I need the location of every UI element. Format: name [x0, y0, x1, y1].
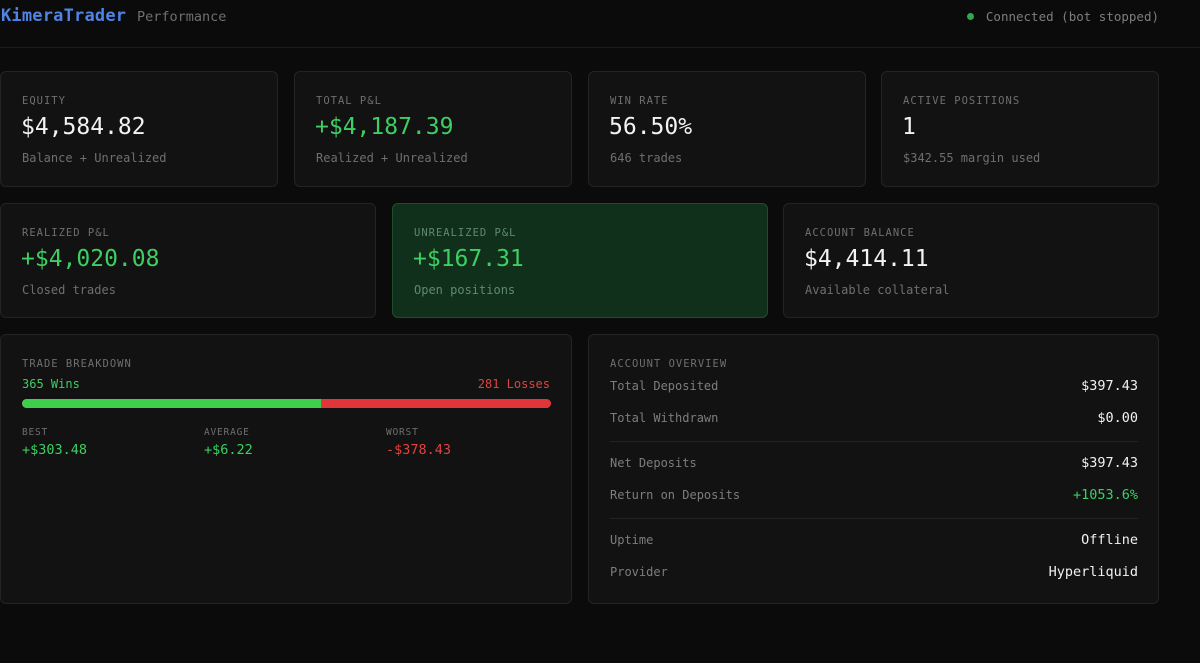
brand-logo[interactable]: KimeraTrader — [1, 6, 127, 26]
overview-divider — [610, 441, 1138, 442]
total-withdrawn-value: $0.00 — [1097, 410, 1138, 426]
provider-label: Provider — [610, 565, 668, 579]
realized-pnl-sub: Closed trades — [22, 283, 116, 297]
net-deposits-label: Net Deposits — [610, 456, 697, 470]
best-trade-value: +$303.48 — [22, 442, 88, 458]
active-positions-label: ACTIVE POSITIONS — [903, 95, 1021, 107]
overview-row-provider: Provider Hyperliquid — [610, 564, 1138, 580]
realized-pnl-label: REALIZED P&L — [22, 227, 110, 239]
connection-status: Connected (bot stopped) — [966, 9, 1159, 24]
connection-status-text: Connected (bot stopped) — [985, 9, 1159, 24]
trade-breakdown-panel: TRADE BREAKDOWN 365 Wins 281 Losses BEST… — [0, 334, 572, 604]
provider-value: Hyperliquid — [1048, 564, 1138, 580]
overview-row-total-withdrawn: Total Withdrawn $0.00 — [610, 410, 1138, 426]
win-rate-value: 56.50% — [609, 114, 693, 140]
average-trade: AVERAGE +$6.22 — [204, 427, 253, 458]
total-pnl-label: TOTAL P&L — [316, 95, 382, 107]
overview-row-uptime: Uptime Offline — [610, 532, 1138, 548]
status-dot-icon — [966, 13, 974, 20]
active-positions-sub: $342.55 margin used — [903, 151, 1041, 165]
trade-breakdown-title: TRADE BREAKDOWN — [22, 358, 132, 370]
realized-pnl-card: REALIZED P&L +$4,020.08 Closed trades — [0, 203, 376, 318]
net-deposits-value: $397.43 — [1081, 455, 1138, 471]
equity-sub: Balance + Unrealized — [22, 151, 167, 165]
account-overview-title: ACCOUNT OVERVIEW — [610, 358, 728, 370]
win-rate-sub: 646 trades — [610, 151, 683, 165]
wins-count: 365 Wins — [22, 377, 80, 391]
best-trade-label: BEST — [22, 427, 49, 438]
win-rate-label: WIN RATE — [610, 95, 669, 107]
total-deposited-label: Total Deposited — [610, 379, 719, 393]
uptime-label: Uptime — [610, 533, 654, 547]
account-balance-value: $4,414.11 — [804, 246, 929, 272]
unrealized-pnl-sub: Open positions — [414, 283, 516, 297]
total-pnl-sub: Realized + Unrealized — [316, 151, 468, 165]
active-positions-value: 1 — [902, 114, 916, 140]
account-balance-sub: Available collateral — [805, 283, 950, 297]
average-trade-label: AVERAGE — [204, 427, 250, 438]
loss-bar-segment — [320, 399, 551, 408]
page-title: Performance — [137, 9, 227, 25]
win-rate-card: WIN RATE 56.50% 646 trades — [588, 71, 866, 187]
average-trade-value: +$6.22 — [204, 442, 253, 458]
worst-trade: WORST -$378.43 — [386, 427, 451, 458]
unrealized-pnl-card: UNREALIZED P&L +$167.31 Open positions — [392, 203, 768, 318]
total-withdrawn-label: Total Withdrawn — [610, 411, 719, 425]
win-bar-segment — [22, 399, 321, 408]
equity-value: $4,584.82 — [21, 114, 146, 140]
account-balance-card: ACCOUNT BALANCE $4,414.11 Available coll… — [783, 203, 1159, 318]
equity-label: EQUITY — [22, 95, 66, 107]
overview-row-return-on-deposits: Return on Deposits +1053.6% — [610, 487, 1138, 503]
overview-divider — [610, 518, 1138, 519]
return-on-deposits-label: Return on Deposits — [610, 488, 741, 502]
win-loss-bar — [22, 399, 551, 408]
total-deposited-value: $397.43 — [1081, 378, 1138, 394]
best-trade: BEST +$303.48 — [22, 427, 87, 458]
return-on-deposits-value: +1053.6% — [1072, 487, 1138, 503]
account-overview-panel: ACCOUNT OVERVIEW Total Deposited $397.43… — [588, 334, 1159, 604]
losses-count: 281 Losses — [477, 377, 550, 391]
overview-row-total-deposited: Total Deposited $397.43 — [610, 378, 1138, 394]
account-balance-label: ACCOUNT BALANCE — [805, 227, 915, 239]
worst-trade-label: WORST — [386, 427, 419, 438]
equity-card: EQUITY $4,584.82 Balance + Unrealized — [0, 71, 278, 187]
total-pnl-card: TOTAL P&L +$4,187.39 Realized + Unrealiz… — [294, 71, 572, 187]
realized-pnl-value: +$4,020.08 — [21, 246, 160, 272]
uptime-value: Offline — [1081, 532, 1138, 548]
worst-trade-value: -$378.43 — [386, 442, 452, 458]
total-pnl-value: +$4,187.39 — [315, 114, 454, 140]
top-bar: KimeraTrader Performance Connected (bot … — [0, 0, 1200, 48]
unrealized-pnl-label: UNREALIZED P&L — [414, 227, 517, 239]
overview-row-net-deposits: Net Deposits $397.43 — [610, 455, 1138, 471]
unrealized-pnl-value: +$167.31 — [413, 246, 524, 272]
active-positions-card: ACTIVE POSITIONS 1 $342.55 margin used — [881, 71, 1159, 187]
